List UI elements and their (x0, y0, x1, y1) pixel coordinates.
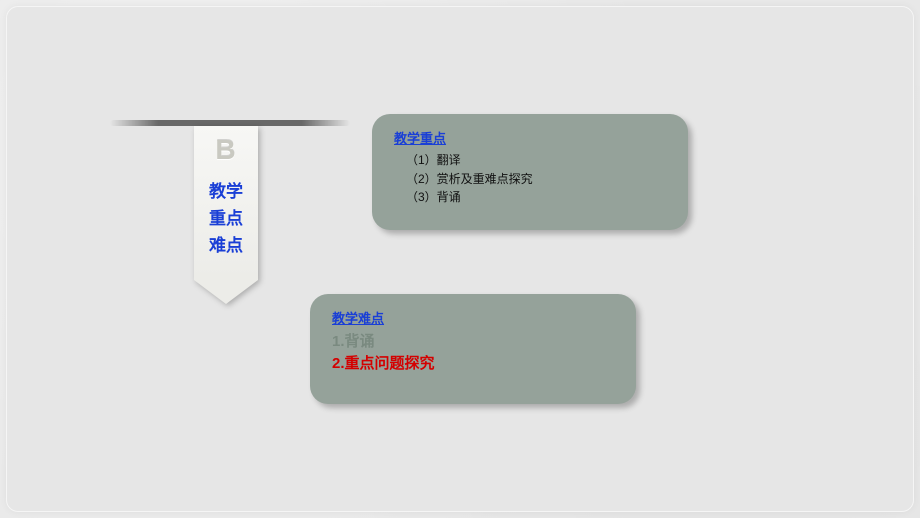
arrow-body: B 教学 重点 难点 (194, 126, 258, 280)
section-title-line2: 重点 (194, 205, 258, 232)
list-item: （2）赏析及重难点探究 (406, 170, 666, 189)
section-arrow: B 教学 重点 难点 (194, 126, 258, 304)
keypoints-heading: 教学重点 (394, 128, 666, 147)
keypoints-list: （1）翻译 （2）赏析及重难点探究 （3）背诵 (394, 151, 666, 207)
section-letter: B (194, 134, 258, 166)
difficulty-item-1: 1.背诵 (332, 331, 614, 353)
difficulty-item-2: 2.重点问题探究 (332, 353, 614, 375)
difficulties-card: 教学难点 1.背诵 2.重点问题探究 (310, 294, 636, 404)
inner-frame (6, 6, 914, 512)
section-title-line1: 教学 (194, 178, 258, 205)
section-title-line3: 难点 (194, 232, 258, 259)
section-title: 教学 重点 难点 (194, 178, 258, 260)
list-item: （3）背诵 (406, 188, 666, 207)
list-item: （1）翻译 (406, 151, 666, 170)
keypoints-card: 教学重点 （1）翻译 （2）赏析及重难点探究 （3）背诵 (372, 114, 688, 230)
chevron-down-icon (194, 280, 258, 304)
difficulties-heading: 教学难点 (332, 308, 614, 327)
